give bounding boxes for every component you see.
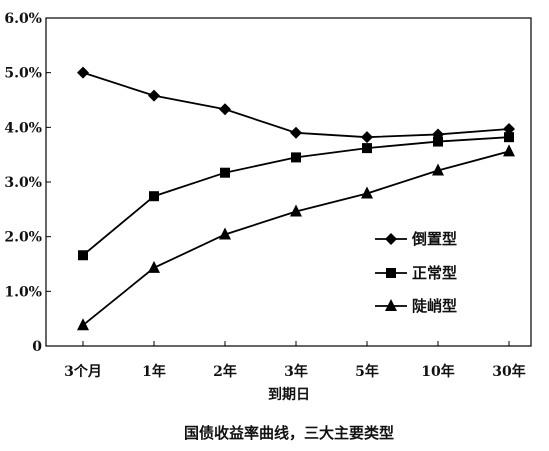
data-point [361,186,373,199]
data-point [291,152,301,163]
y-tick-label: 0 [32,339,42,355]
y-tick-label: 6.0% [4,11,42,27]
data-point [77,318,89,331]
data-point [433,136,443,147]
y-tick-label: 4.0% [4,120,42,136]
data-point [148,89,160,102]
y-tick-label: 5.0% [4,66,42,82]
x-tick-label: 10年 [421,363,454,380]
y-tick-label: 1.0% [4,284,42,300]
data-point [220,167,230,178]
chart-caption: 国债收益率曲线，三大主要类型 [184,424,394,442]
legend-marker [385,299,397,311]
data-point [362,143,372,154]
data-point [78,250,88,261]
data-point [148,260,160,273]
data-point [290,126,302,139]
x-axis-label: 到期日 [268,387,310,403]
x-tick-label: 3个月 [64,363,102,380]
y-tick-label: 3.0% [4,175,42,191]
data-point [219,103,231,116]
y-tick-label: 2.0% [4,230,42,246]
x-tick-label: 5年 [355,363,379,380]
legend-label: 陡峭型 [412,297,457,315]
x-tick-label: 30年 [492,363,525,380]
data-point [361,131,373,144]
x-tick-label: 1年 [142,363,166,380]
x-tick-label: 3年 [284,363,308,380]
x-axis-ticks: 3个月 1年 2年 3年 5年 10年 30年 [64,341,526,380]
series-layer [77,66,515,331]
series-group [77,144,515,331]
data-point [290,204,302,217]
series-group [77,66,515,144]
legend-label: 正常型 [412,264,457,282]
data-point [503,122,515,135]
x-tick-label: 2年 [213,363,237,380]
data-point [432,163,444,176]
legend-marker [385,233,397,245]
data-point [219,227,231,240]
legend-label: 倒置型 [411,230,457,248]
data-point [504,132,514,143]
legend-marker [386,268,396,278]
y-axis-ticks: 0 1.0% 2.0% 3.0% 4.0% 5.0% 6.0% [4,11,51,355]
data-point [149,191,159,202]
data-point [77,66,89,79]
series-group [78,132,514,261]
data-point [503,144,515,157]
